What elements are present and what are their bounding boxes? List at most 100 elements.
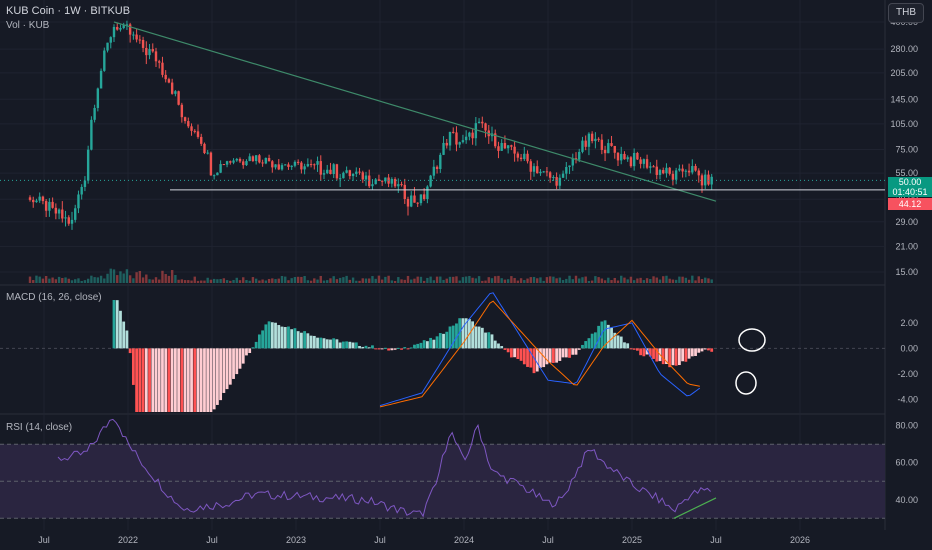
macd-histogram-bar: [228, 348, 232, 385]
macd-histogram-bar: [487, 332, 491, 349]
candle: [28, 197, 32, 200]
volume-bar: [668, 278, 671, 283]
candle: [419, 194, 423, 204]
candle: [161, 62, 164, 75]
macd-histogram-bar: [687, 348, 691, 359]
macd-histogram-bar: [577, 348, 581, 350]
volume-bar: [119, 271, 122, 283]
volume-bar: [38, 276, 41, 283]
macd-histogram-bar: [270, 322, 274, 349]
x-tick-label: Jul: [374, 535, 386, 545]
macd-histogram-bar: [287, 326, 290, 349]
macd-histogram-bar: [480, 327, 484, 349]
macd-histogram-bar: [161, 348, 164, 412]
macd-histogram-bar: [471, 321, 475, 349]
volume-bar: [154, 277, 158, 283]
candle: [658, 170, 662, 175]
volume-bar: [594, 276, 597, 283]
volume-bar: [632, 280, 636, 283]
macd-histogram-bar: [561, 348, 565, 358]
macd-histogram-bar: [180, 348, 184, 412]
currency-button[interactable]: THB: [888, 3, 924, 23]
candle: [251, 156, 255, 161]
macd-histogram-bar: [623, 342, 626, 349]
candle: [322, 173, 326, 175]
candle: [196, 131, 200, 137]
volume-bar: [219, 279, 222, 283]
candle: [116, 26, 119, 30]
macd-histogram-bar: [555, 348, 559, 363]
volume-bar: [180, 279, 184, 283]
volume-bar: [280, 275, 284, 283]
candle: [561, 173, 565, 178]
volume-bar: [426, 277, 429, 283]
macd-histogram-bar: [390, 348, 394, 351]
candle: [145, 47, 148, 56]
volume-bar: [639, 277, 642, 283]
macd-histogram-bar: [632, 348, 636, 350]
candle: [219, 164, 222, 173]
volume-bar: [209, 279, 213, 283]
macd-histogram-bar: [248, 348, 252, 353]
macd-histogram-bar: [125, 330, 129, 349]
volume-bar: [187, 280, 190, 283]
candle: [254, 155, 258, 161]
macd-histogram-bar: [455, 323, 458, 349]
price-tick-label: 21.00: [895, 241, 918, 251]
volume-bar: [351, 277, 355, 283]
volume-bar: [710, 279, 713, 283]
candle: [277, 164, 280, 170]
candle: [410, 195, 413, 207]
macd-histogram-bar: [277, 325, 281, 349]
macd-histogram-bar: [222, 348, 226, 393]
candle: [306, 164, 310, 167]
candle: [555, 177, 558, 186]
rsi-title[interactable]: RSI (14, close): [6, 422, 73, 433]
volume-bar: [652, 276, 655, 283]
macd-histogram-bar: [131, 348, 135, 385]
volume-bar: [413, 278, 416, 283]
volume-bar: [122, 273, 125, 283]
candle: [225, 161, 229, 165]
candle: [180, 104, 184, 118]
volume-bar: [678, 276, 681, 283]
signal-line: [379, 300, 700, 408]
candle: [697, 170, 700, 176]
candle: [193, 130, 196, 132]
candle: [190, 126, 193, 131]
macd-histogram-bar: [445, 331, 449, 349]
volume-bar: [590, 280, 594, 283]
macd-histogram-bar: [183, 348, 187, 412]
macd-title[interactable]: MACD (16, 26, close): [6, 292, 102, 303]
candle: [636, 152, 639, 160]
macd-histogram-bar: [177, 348, 181, 412]
macd-histogram-bar: [151, 348, 155, 412]
macd-histogram-bar: [681, 348, 685, 362]
macd-histogram-bar: [322, 338, 326, 349]
macd-histogram-bar: [419, 342, 423, 349]
volume-bar: [355, 280, 358, 283]
volume-bar: [332, 276, 335, 283]
volume-bar: [545, 277, 549, 283]
candle: [526, 153, 529, 162]
x-tick-label: 2023: [286, 535, 306, 545]
volume-bar: [655, 277, 658, 283]
volume-bar: [461, 277, 465, 283]
candle: [681, 168, 684, 172]
volume-bar: [658, 279, 662, 283]
macd-histogram-bar: [684, 348, 688, 362]
candle: [80, 186, 83, 195]
candle: [112, 26, 116, 38]
candle: [261, 162, 264, 164]
candle: [358, 171, 361, 173]
price-tick-label: 145.00: [890, 94, 918, 104]
volume-bar: [67, 278, 70, 283]
volume-bar: [597, 277, 600, 283]
candle: [674, 170, 678, 180]
x-tick-label: Jul: [206, 535, 218, 545]
volume-bar: [422, 280, 426, 283]
macd-tick-label: 0.00: [900, 343, 918, 353]
candle: [364, 175, 368, 180]
volume-bar: [248, 280, 251, 283]
